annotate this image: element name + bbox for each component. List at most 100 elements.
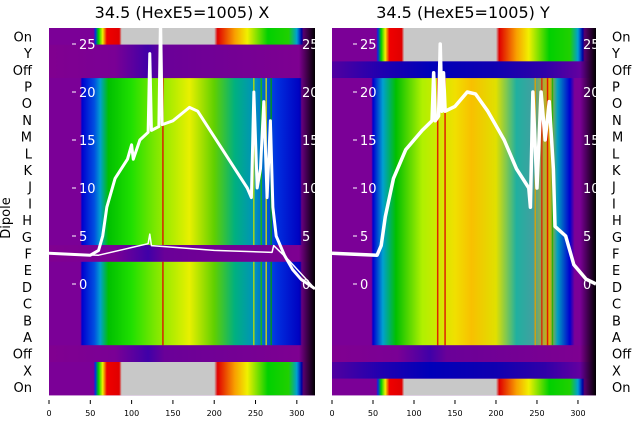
- inner-ytick-label: 10: [79, 182, 96, 197]
- row-label: E: [612, 264, 620, 279]
- twin-ytick-label: 5: [583, 230, 591, 245]
- row-label: D: [612, 281, 622, 296]
- twin-ytick-label: 25: [583, 38, 600, 53]
- twin-ytick-label: 10: [583, 182, 600, 197]
- y-axis-label: Dipole: [0, 197, 14, 238]
- row-label: C: [612, 298, 621, 313]
- xtick-label: 200: [207, 409, 222, 418]
- xtick-label: 50: [368, 409, 378, 418]
- row-label: D: [22, 281, 32, 296]
- xtick-label: 300: [570, 409, 585, 418]
- twin-ytick-label: 5: [302, 230, 310, 245]
- heatmap-stripe: [162, 78, 164, 246]
- series-profile: [332, 42, 596, 286]
- row-label: On: [612, 30, 630, 45]
- heatmap-stripe: [436, 78, 439, 346]
- row-label: A: [23, 331, 32, 346]
- heatmap-band: [332, 78, 596, 346]
- row-label: J: [611, 181, 616, 196]
- heatmap-stripe: [541, 78, 543, 346]
- inner-ytick-label: 5: [360, 230, 368, 245]
- heatmap-band: [49, 362, 315, 396]
- row-label: O: [22, 97, 32, 112]
- row-label: I: [612, 197, 616, 212]
- heatmap-stripe: [534, 78, 537, 346]
- xtick-label: 0: [329, 409, 334, 418]
- row-label: Off: [612, 348, 632, 363]
- inner-ytick-label: 20: [79, 86, 96, 101]
- row-label: Y: [611, 47, 620, 62]
- xtick-label: 150: [165, 409, 180, 418]
- row-label: I: [28, 197, 32, 212]
- twin-ytick-label: 10: [302, 182, 319, 197]
- xtick-label: 250: [248, 409, 263, 418]
- row-label: G: [22, 231, 32, 246]
- heatmap-stripe: [162, 261, 164, 346]
- inner-ytick-label: 0: [79, 278, 87, 293]
- xtick-label: 200: [488, 409, 503, 418]
- heatmap-band: [332, 362, 596, 379]
- row-label: B: [23, 314, 32, 329]
- row-label: P: [612, 80, 620, 95]
- row-label: N: [22, 114, 32, 129]
- edge-fade: [299, 28, 315, 396]
- row-label: J: [27, 181, 32, 196]
- row-label: H: [22, 214, 32, 229]
- xtick-label: 50: [85, 409, 95, 418]
- heatmap-stripe: [253, 261, 255, 346]
- xtick-label: 100: [406, 409, 421, 418]
- twin-ytick-label: 20: [583, 86, 600, 101]
- twin-ytick-label: 0: [302, 278, 310, 293]
- panel-x-title: 34.5 (HexE5=1005) X: [95, 3, 270, 22]
- heatmap-stripe: [265, 261, 267, 346]
- row-label: Y: [23, 47, 32, 62]
- row-label: Off: [612, 64, 632, 79]
- row-label: X: [612, 364, 621, 379]
- row-label: F: [612, 247, 619, 262]
- heatmap-band: [49, 261, 315, 346]
- heatmap-band: [49, 345, 315, 362]
- heatmap-stripe: [551, 78, 554, 346]
- row-label: B: [612, 314, 621, 329]
- row-label: G: [612, 231, 622, 246]
- twin-ytick-label: 20: [302, 86, 319, 101]
- row-label: F: [25, 247, 32, 262]
- row-label: N: [612, 114, 622, 129]
- row-label: Off: [13, 64, 33, 79]
- twin-ytick-label: 15: [302, 134, 319, 149]
- row-label: Off: [13, 348, 33, 363]
- heatmap-stripe: [253, 78, 255, 246]
- row-label: M: [21, 131, 32, 146]
- xtick-label: 100: [124, 409, 139, 418]
- row-label: K: [23, 164, 32, 179]
- inner-ytick-label: 0: [360, 278, 368, 293]
- xtick-label: 150: [447, 409, 462, 418]
- xtick-label: 250: [529, 409, 544, 418]
- heatmap-band: [332, 378, 596, 396]
- series-baseline: [49, 233, 315, 290]
- heatmap-band: [49, 44, 315, 79]
- edge-fade: [580, 28, 596, 396]
- twin-ytick-label: 0: [583, 278, 591, 293]
- inner-ytick-label: 20: [360, 86, 377, 101]
- row-label: A: [612, 331, 621, 346]
- heatmap-band: [49, 28, 315, 45]
- inner-ytick-label: 25: [79, 38, 96, 53]
- row-label: L: [612, 147, 620, 162]
- heatmap-band: [332, 61, 596, 79]
- row-label: On: [612, 381, 630, 396]
- xtick-label: 300: [289, 409, 304, 418]
- row-label: E: [24, 264, 32, 279]
- heatmap-stripe: [260, 261, 262, 346]
- series-profile: [49, 28, 315, 291]
- row-label: O: [612, 97, 622, 112]
- inner-ytick-label: 10: [360, 182, 377, 197]
- row-label: On: [14, 30, 32, 45]
- inner-ytick-label: 25: [360, 38, 377, 53]
- row-label: M: [612, 131, 623, 146]
- inner-ytick-label: 15: [360, 134, 377, 149]
- heatmap-band: [332, 28, 596, 62]
- inner-ytick-label: 5: [79, 230, 87, 245]
